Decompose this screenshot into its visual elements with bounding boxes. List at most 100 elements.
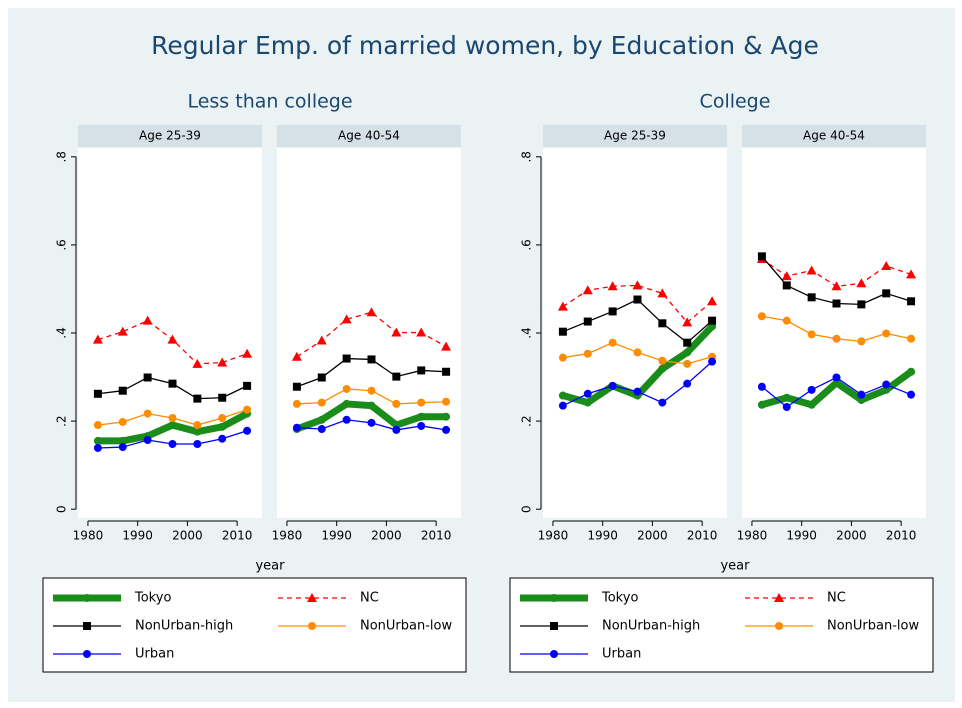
y-tick-label: .2	[520, 415, 534, 426]
x-tick-label: 1990	[786, 529, 817, 543]
plot-area	[78, 148, 262, 518]
marker	[881, 261, 892, 271]
marker	[907, 390, 916, 399]
marker	[143, 436, 152, 445]
x-tick-label: 2000	[836, 529, 867, 543]
group-title: Less than college	[187, 91, 352, 113]
panel-title: Age 40-54	[338, 129, 400, 143]
marker	[831, 281, 842, 291]
y-tick-label: .8	[520, 151, 534, 162]
legend-marker	[307, 593, 317, 602]
marker	[582, 285, 593, 295]
marker	[193, 421, 202, 430]
legend	[509, 577, 934, 673]
marker	[832, 334, 841, 343]
legend-label: NC	[827, 591, 846, 606]
panel-title: Age 40-54	[803, 129, 865, 143]
legend-marker	[308, 622, 316, 630]
marker	[782, 316, 791, 325]
marker	[708, 316, 717, 325]
y-tick-label: .8	[55, 151, 69, 162]
panel-header	[277, 125, 461, 147]
marker	[442, 367, 451, 376]
marker	[143, 409, 152, 418]
marker	[342, 354, 351, 363]
marker	[193, 440, 202, 448]
marker	[658, 356, 667, 365]
marker	[168, 440, 177, 448]
y-tick-label: 0	[55, 505, 69, 513]
marker	[243, 381, 252, 390]
marker	[906, 269, 917, 279]
marker	[882, 380, 891, 389]
marker	[192, 358, 203, 368]
marker	[658, 319, 667, 328]
x-tick-label: 2010	[687, 529, 718, 543]
marker	[342, 399, 351, 408]
marker	[608, 307, 617, 316]
x-tick-label: 1990	[321, 529, 352, 543]
y-tick-label: .6	[520, 239, 534, 250]
y-tick-label: .4	[520, 327, 534, 338]
marker	[142, 315, 153, 325]
marker	[218, 414, 227, 423]
marker	[882, 329, 891, 338]
marker	[857, 300, 866, 309]
marker	[857, 337, 866, 346]
marker	[118, 436, 127, 445]
marker	[92, 334, 103, 344]
marker	[417, 412, 426, 421]
marker	[342, 384, 351, 393]
panel-header	[543, 125, 727, 147]
marker	[757, 312, 766, 321]
x-tick-label: 1980	[737, 529, 768, 543]
marker	[782, 393, 791, 402]
marker	[242, 348, 253, 358]
panel-header	[78, 125, 262, 147]
marker	[857, 390, 866, 399]
marker	[608, 381, 617, 390]
marker	[557, 301, 568, 311]
marker	[442, 397, 451, 406]
marker	[392, 372, 401, 381]
marker	[807, 385, 816, 394]
marker	[558, 391, 567, 400]
marker	[367, 401, 376, 410]
marker	[633, 387, 642, 396]
marker	[683, 348, 692, 357]
marker	[143, 373, 152, 382]
legend-marker	[550, 622, 558, 630]
marker	[633, 295, 642, 304]
marker	[117, 326, 128, 336]
x-tick-label: 2000	[172, 529, 203, 543]
marker	[558, 327, 567, 336]
marker	[907, 367, 916, 376]
panel-title: Age 25-39	[604, 129, 666, 143]
marker	[708, 357, 717, 366]
marker	[558, 401, 567, 410]
marker	[193, 394, 202, 403]
marker	[416, 327, 427, 337]
marker	[632, 280, 643, 290]
marker	[93, 421, 102, 430]
legend-label: Tokyo	[601, 591, 638, 606]
x-tick-label: 2010	[421, 529, 452, 543]
y-tick-label: 0	[520, 505, 534, 513]
marker	[218, 422, 227, 431]
marker	[292, 382, 301, 391]
marker	[608, 338, 617, 347]
marker	[392, 399, 401, 408]
marker	[832, 373, 841, 382]
marker	[683, 359, 692, 368]
marker	[807, 293, 816, 302]
x-tick-label: 1980	[272, 529, 303, 543]
marker	[168, 421, 177, 430]
marker	[583, 349, 592, 358]
x-tick-label: 1980	[538, 529, 569, 543]
marker	[856, 278, 867, 288]
marker	[682, 317, 693, 327]
legend-label: NC	[360, 591, 379, 606]
x-tick-label: 1990	[587, 529, 618, 543]
marker	[807, 400, 816, 409]
legend-label: NonUrban-high	[135, 619, 233, 634]
